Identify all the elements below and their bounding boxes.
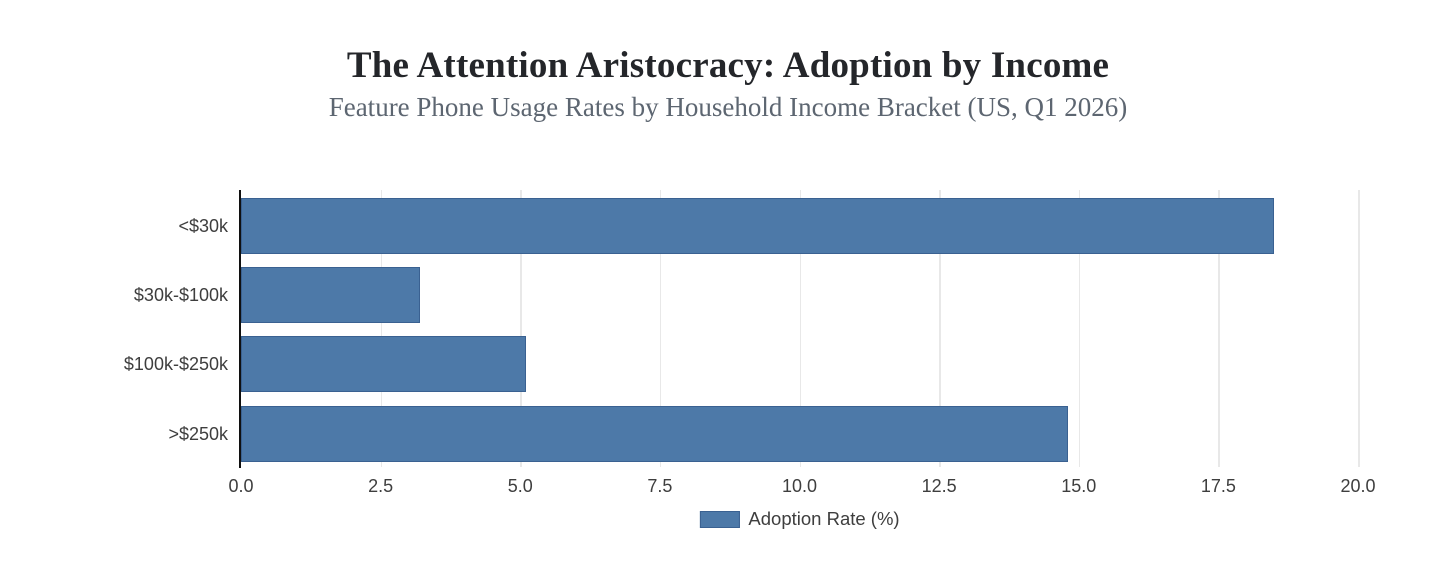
- bar-3: [241, 406, 1068, 462]
- y-tick-label-1: $30k-$100k: [133, 285, 228, 305]
- chart-subtitle: Feature Phone Usage Rates by Household I…: [328, 92, 1128, 122]
- y-axis-spine: [239, 190, 241, 468]
- x-tick-label-15.0: 15.0: [1061, 476, 1097, 496]
- y-tick-label-2: $100k-$250k: [123, 354, 228, 374]
- legend-swatch: [699, 510, 740, 528]
- bar-1: [241, 267, 420, 323]
- legend-label: Adoption Rate (%): [748, 508, 900, 529]
- x-tick-label-7.5: 7.5: [647, 476, 673, 496]
- gridline-x-2.5: [380, 190, 383, 467]
- chart-title: The Attention Aristocracy: Adoption by I…: [346, 45, 1110, 86]
- x-tick-label-10.0: 10.0: [781, 476, 818, 496]
- gridline-x-5: [520, 190, 522, 467]
- gridline-x-7.5: [659, 190, 662, 467]
- x-tick-label-5.0: 5.0: [507, 476, 533, 496]
- y-tick-label-0: <$30k: [178, 216, 228, 236]
- gridline-x-12.5: [939, 190, 941, 467]
- y-tick-label-3: >$250k: [168, 424, 228, 444]
- gridline-x-20: [1358, 190, 1360, 467]
- bar-0: [241, 198, 1274, 254]
- x-tick-label-20.0: 20.0: [1340, 476, 1376, 496]
- gridline-x-17.5: [1218, 190, 1220, 467]
- bar-2: [241, 336, 526, 392]
- gridline-x-10: [799, 190, 801, 467]
- x-tick-label-17.5: 17.5: [1200, 476, 1236, 496]
- legend: Adoption Rate (%): [699, 508, 900, 530]
- x-tick-label-0.0: 0.0: [228, 476, 254, 496]
- plot-area: [239, 190, 1360, 468]
- x-tick-label-2.5: 2.5: [368, 476, 394, 496]
- gridline-x-15: [1078, 190, 1081, 467]
- x-tick-label-12.5: 12.5: [921, 476, 957, 496]
